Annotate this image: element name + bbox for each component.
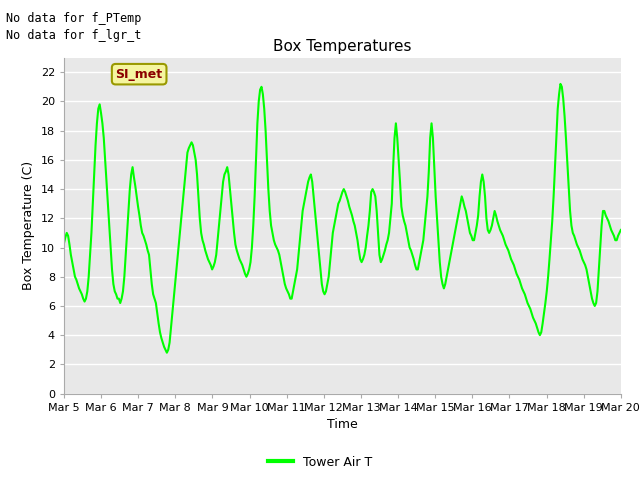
- X-axis label: Time: Time: [327, 418, 358, 431]
- Legend: Tower Air T: Tower Air T: [263, 451, 377, 474]
- Text: No data for f_lgr_t: No data for f_lgr_t: [6, 29, 142, 42]
- Title: Box Temperatures: Box Temperatures: [273, 39, 412, 54]
- Text: No data for f_PTemp: No data for f_PTemp: [6, 12, 142, 25]
- Y-axis label: Box Temperature (C): Box Temperature (C): [22, 161, 35, 290]
- Text: SI_met: SI_met: [116, 68, 163, 81]
